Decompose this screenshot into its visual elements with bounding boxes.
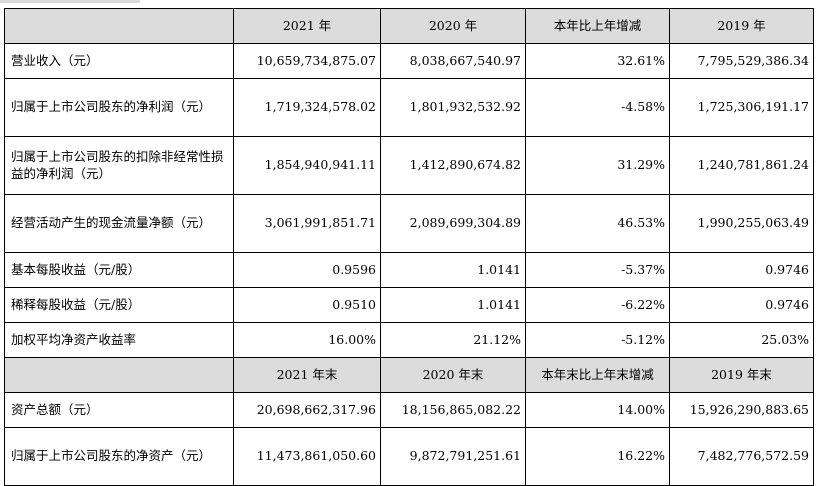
- value-2019: 1,990,255,063.49: [669, 194, 814, 253]
- value-2020: 8,038,667,540.97: [380, 43, 526, 79]
- value-2021: 11,473,861,050.60: [233, 427, 381, 486]
- row-label: 资产总额（元）: [4, 392, 234, 428]
- value-change: -4.58%: [525, 78, 670, 137]
- value-2019: 1,725,306,191.17: [669, 78, 814, 137]
- value-2020: 1.0141: [380, 287, 526, 323]
- value-2020: 2,089,699,304.89: [380, 194, 526, 253]
- row-label: 基本每股收益（元/股）: [4, 252, 234, 288]
- value-2020: 18,156,865,082.22: [380, 392, 526, 428]
- value-change: 31.29%: [525, 136, 670, 195]
- header-cell-blank: [4, 357, 234, 393]
- header-change-end: 本年末比上年末增减: [525, 357, 670, 393]
- header-2020: 2020 年: [380, 8, 526, 44]
- value-2020: 9,872,791,251.61: [380, 427, 526, 486]
- value-2020: 1,801,932,532.92: [380, 78, 526, 137]
- header-change: 本年比上年增减: [525, 8, 670, 44]
- value-2019: 0.9746: [669, 287, 814, 323]
- table-row: 资产总额（元） 20,698,662,317.96 18,156,865,082…: [4, 392, 814, 428]
- value-2019: 25.03%: [669, 322, 814, 358]
- value-2021: 3,061,991,851.71: [233, 194, 381, 253]
- value-change: -5.12%: [525, 322, 670, 358]
- table-row: 归属于上市公司股东的净利润（元） 1,719,324,578.02 1,801,…: [4, 78, 814, 137]
- value-2021: 0.9510: [233, 287, 381, 323]
- header-2020-end: 2020 年末: [380, 357, 526, 393]
- table-row: 基本每股收益（元/股） 0.9596 1.0141 -5.37% 0.9746: [4, 252, 814, 288]
- header-row-annual: 2021 年 2020 年 本年比上年增减 2019 年: [4, 8, 814, 44]
- top-divider: [0, 0, 140, 3]
- table-row: 归属于上市公司股东的扣除非经常性损益的净利润（元） 1,854,940,941.…: [4, 136, 814, 195]
- value-2019: 15,926,290,883.65: [669, 392, 814, 428]
- value-2019: 1,240,781,861.24: [669, 136, 814, 195]
- table-row: 加权平均净资产收益率 16.00% 21.12% -5.12% 25.03%: [4, 322, 814, 358]
- value-2020: 1.0141: [380, 252, 526, 288]
- value-2019: 7,482,776,572.59: [669, 427, 814, 486]
- header-2021: 2021 年: [233, 8, 381, 44]
- value-change: 16.22%: [525, 427, 670, 486]
- table-row: 营业收入（元） 10,659,734,875.07 8,038,667,540.…: [4, 43, 814, 79]
- header-row-year-end: 2021 年末 2020 年末 本年末比上年末增减 2019 年末: [4, 357, 814, 393]
- row-label: 经营活动产生的现金流量净额（元）: [4, 194, 234, 253]
- row-label: 营业收入（元）: [4, 43, 234, 79]
- value-2021: 20,698,662,317.96: [233, 392, 381, 428]
- value-change: 46.53%: [525, 194, 670, 253]
- row-label: 稀释每股收益（元/股）: [4, 287, 234, 323]
- header-2019: 2019 年: [669, 8, 814, 44]
- row-label: 归属于上市公司股东的净利润（元）: [4, 78, 234, 137]
- header-2021-end: 2021 年末: [233, 357, 381, 393]
- value-2021: 0.9596: [233, 252, 381, 288]
- row-label: 归属于上市公司股东的扣除非经常性损益的净利润（元）: [4, 136, 234, 195]
- value-change: -6.22%: [525, 287, 670, 323]
- value-2020: 1,412,890,674.82: [380, 136, 526, 195]
- value-2021: 1,719,324,578.02: [233, 78, 381, 137]
- table-row: 稀释每股收益（元/股） 0.9510 1.0141 -6.22% 0.9746: [4, 287, 814, 323]
- value-change: -5.37%: [525, 252, 670, 288]
- table-row: 归属于上市公司股东的净资产（元） 11,473,861,050.60 9,872…: [4, 427, 814, 486]
- value-2020: 21.12%: [380, 322, 526, 358]
- header-cell-blank: [4, 8, 234, 44]
- value-2021: 1,854,940,941.11: [233, 136, 381, 195]
- value-2019: 7,795,529,386.34: [669, 43, 814, 79]
- row-label: 加权平均净资产收益率: [4, 322, 234, 358]
- value-change: 14.00%: [525, 392, 670, 428]
- table-row: 经营活动产生的现金流量净额（元） 3,061,991,851.71 2,089,…: [4, 194, 814, 253]
- value-change: 32.61%: [525, 43, 670, 79]
- value-2021: 10,659,734,875.07: [233, 43, 381, 79]
- header-2019-end: 2019 年末: [669, 357, 814, 393]
- value-2019: 0.9746: [669, 252, 814, 288]
- financial-summary-table: 2021 年 2020 年 本年比上年增减 2019 年 营业收入（元） 10,…: [4, 8, 814, 486]
- value-2021: 16.00%: [233, 322, 381, 358]
- row-label: 归属于上市公司股东的净资产（元）: [4, 427, 234, 486]
